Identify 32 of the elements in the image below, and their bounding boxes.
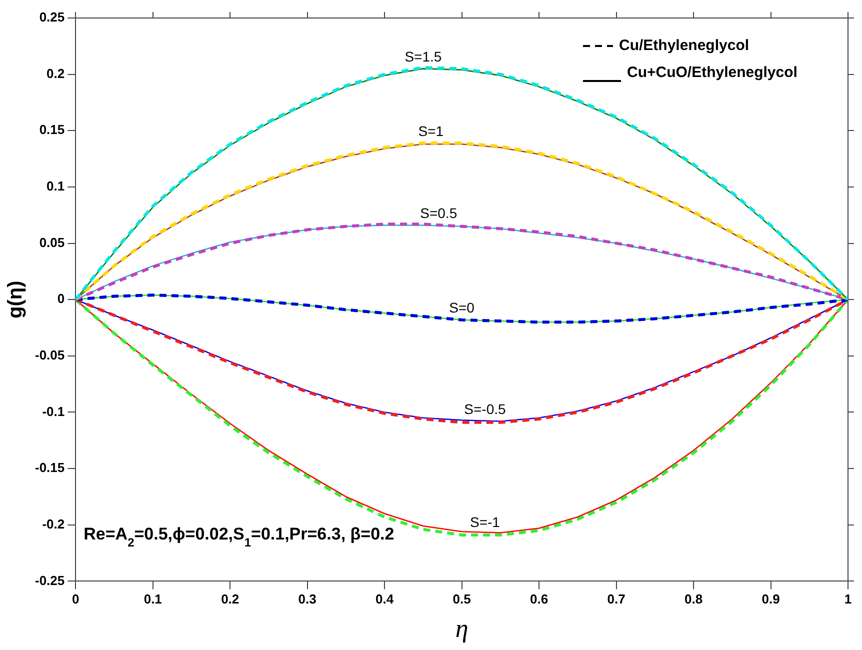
y-tick-label: 0.15 [39, 122, 65, 138]
annotation: S=-1 [470, 514, 500, 530]
legend-label: Cu/Ethyleneglycol [619, 37, 750, 54]
x-tick-label: 1 [844, 592, 852, 607]
annotation: S=0 [449, 300, 475, 316]
annotation: S=0.5 [420, 205, 458, 222]
legend-label: Cu+CuO/Ethyleneglycol [627, 64, 798, 82]
x-tick-label: 0.3 [298, 592, 316, 607]
y-tick-label: -0.2 [42, 516, 65, 532]
y-tick-label: -0.15 [34, 460, 65, 476]
y-tick-label: 0.25 [39, 10, 65, 25]
annotation: S=-0.5 [464, 401, 506, 418]
x-tick-label: 0.7 [607, 592, 626, 607]
x-tick-label: 0.6 [530, 592, 548, 607]
y-axis-title: g(η) [4, 280, 27, 318]
y-tick-label: 0.1 [46, 178, 65, 194]
x-axis-title: η [455, 614, 468, 644]
x-tick-label: 0.2 [221, 592, 240, 607]
y-tick-label: -0.05 [34, 348, 65, 362]
x-tick-label: 0.9 [762, 592, 780, 607]
annotation: S=1.5 [404, 48, 442, 65]
y-tick-label: 0 [57, 291, 65, 306]
x-tick-label: 0.8 [684, 592, 703, 607]
y-tick-label: -0.1 [42, 404, 65, 419]
x-tick-label: 0 [72, 592, 80, 607]
x-tick-label: 0.5 [452, 592, 471, 607]
annotation: S=1 [418, 122, 444, 139]
x-tick-label: 0.4 [376, 592, 394, 607]
y-tick-label: -0.25 [34, 572, 65, 588]
x-tick-label: 0.1 [144, 592, 162, 607]
y-tick-label: 0.2 [46, 66, 65, 81]
y-tick-label: 0.05 [39, 234, 65, 250]
